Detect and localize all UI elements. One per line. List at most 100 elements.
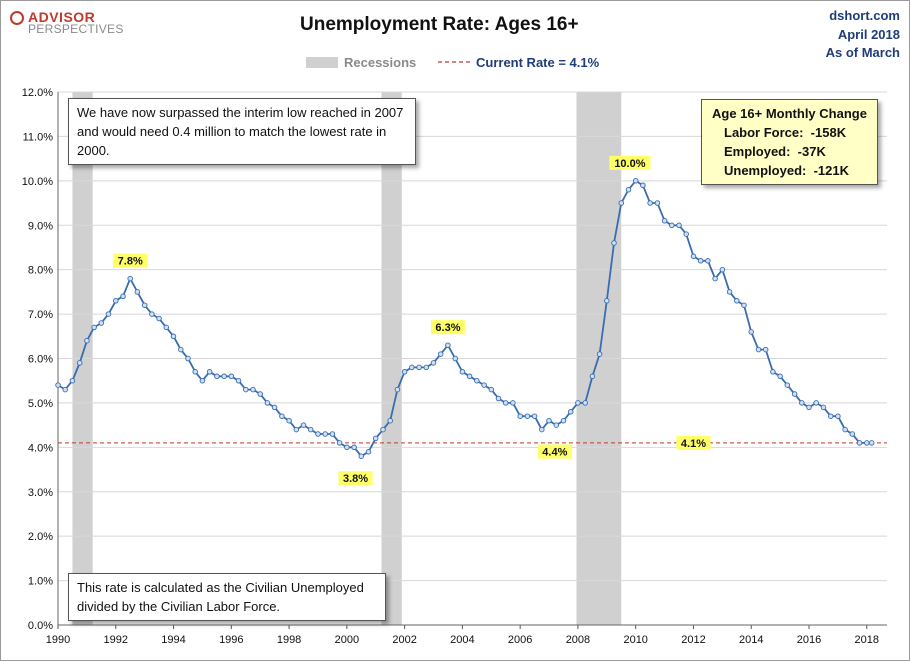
data-point [748,329,754,335]
labor-force-change: Labor Force: -158K [724,125,847,140]
data-point [596,351,603,357]
data-point [734,298,740,304]
annotation-bg [113,253,148,268]
data-point [228,373,235,380]
data-point [271,404,278,411]
data-point [611,240,617,246]
y-tick-label: 1.0% [28,576,53,588]
data-point [243,386,249,393]
data-point [567,409,574,415]
annotation-label: 4.1% [681,438,706,450]
data-point [156,315,162,322]
annotation-label: 6.3% [435,322,460,334]
x-tick-label: 2016 [797,634,821,646]
data-point [539,426,545,433]
data-point [553,422,560,428]
data-point [697,258,704,264]
x-tick-label: 2004 [450,634,474,646]
data-point [654,200,661,206]
data-point [380,426,386,433]
x-tick-label: 2018 [855,634,879,646]
data-point [134,289,141,295]
data-point [437,351,444,357]
data-point [856,440,863,446]
data-point [430,360,437,366]
annotation-label: 3.8% [343,473,368,485]
annotation-label: 4.4% [542,447,567,459]
data-point [365,449,372,455]
data-point [62,386,68,393]
data-point [257,391,263,397]
y-tick-label: 6.0% [28,354,53,366]
data-point [149,311,155,317]
data-point [307,426,314,433]
data-point [286,417,292,424]
data-point [351,444,357,451]
data-point [864,440,870,446]
data-point [55,382,61,388]
data-point [452,355,458,362]
note-bottom: This rate is calculated as the Civilian … [68,573,386,621]
data-point [712,275,718,282]
data-point [322,431,328,437]
data-point [690,253,697,260]
data-point [459,369,466,375]
data-point [221,373,227,380]
data-point [423,364,430,371]
x-tick-label: 2010 [623,634,647,646]
data-point [582,400,588,406]
data-point [387,417,393,424]
source-label: dshort.com [829,8,900,23]
monthly-change-title: Age 16+ Monthly Change [712,106,867,121]
data-point [531,413,538,419]
logo-icon [10,11,24,25]
y-tick-label: 3.0% [28,487,53,499]
data-point [661,218,668,224]
data-point [474,377,480,384]
data-point [416,364,422,371]
data-point [192,369,198,375]
annotation-bg [338,471,373,486]
data-point [76,360,83,366]
data-point [105,311,112,317]
x-tick-label: 2006 [508,634,532,646]
annotation-bg [676,435,711,450]
x-tick-label: 1996 [219,634,243,646]
x-tick-label: 2000 [335,634,359,646]
data-point [481,382,487,388]
legend-current-label: Current Rate = 4.1% [476,55,600,70]
data-point [604,298,610,304]
data-point [647,200,653,206]
data-point [170,333,177,340]
data-point [293,426,300,433]
y-tick-label: 11.0% [23,131,54,143]
data-point [264,400,271,406]
data-point [820,404,827,411]
data-point [835,413,841,419]
logo-bottom: PERSPECTIVES [28,22,124,36]
chart-title: Unemployment Rate: Ages 16+ [300,14,579,35]
annotation-label: 10.0% [614,158,645,170]
data-point [401,369,408,375]
data-point [163,324,170,331]
data-point [394,386,401,393]
y-tick-label: 0.0% [28,620,53,632]
legend: Recessions Current Rate = 4.1% [306,55,600,70]
data-point [329,431,336,437]
data-point [488,386,495,393]
data-point [91,324,97,331]
data-point [799,400,805,406]
data-point [409,364,415,371]
unemployed-change: Unemployed: -121K [724,163,849,178]
data-point [517,413,523,419]
data-point [676,222,682,229]
data-point [546,417,552,424]
legend-recession-swatch [306,57,338,68]
logo-top: ADVISOR [28,9,96,25]
data-point [683,231,689,237]
data-point [300,422,307,428]
data-point [640,182,646,189]
data-point [141,302,148,308]
data-point [372,435,379,442]
data-point [279,413,285,419]
